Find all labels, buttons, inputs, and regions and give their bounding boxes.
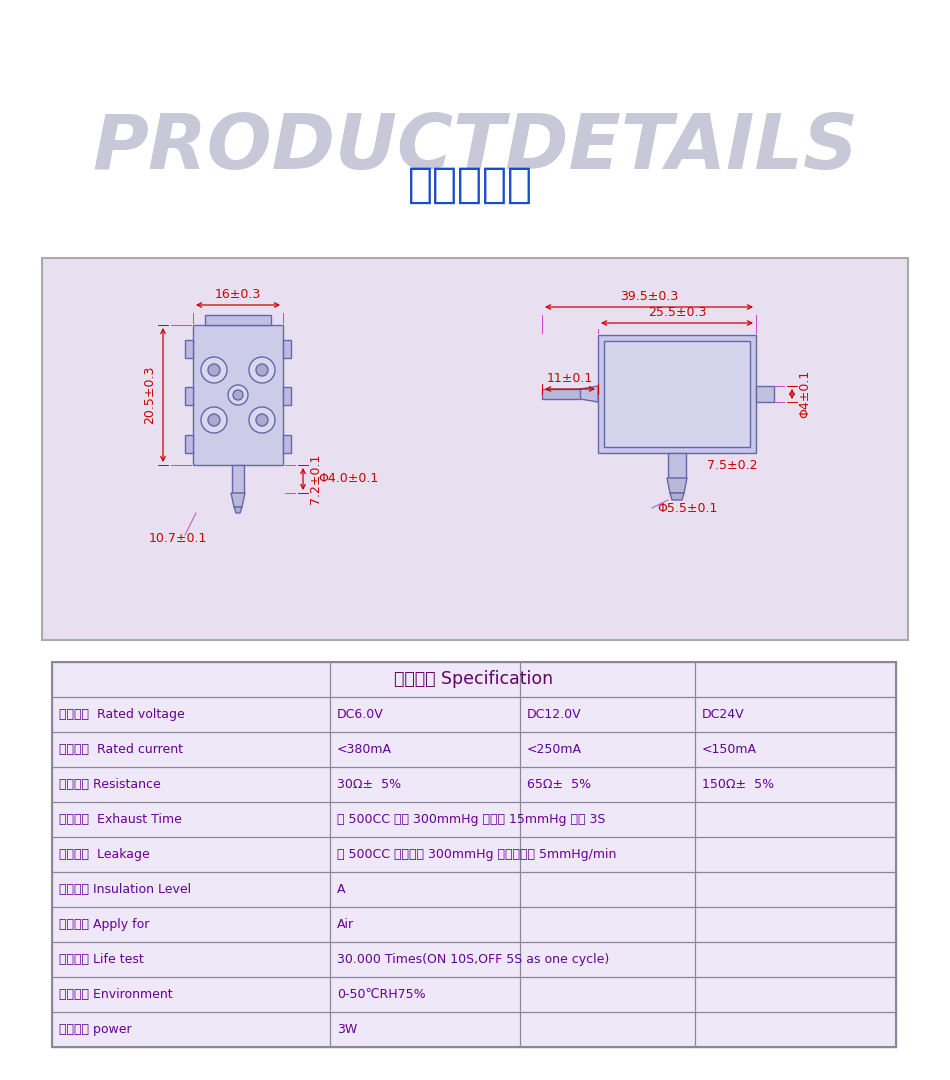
Text: <150mA: <150mA xyxy=(702,743,757,756)
Polygon shape xyxy=(670,492,684,500)
Bar xyxy=(185,435,193,453)
Text: 7.5±0.2: 7.5±0.2 xyxy=(707,459,757,472)
Text: 30.000 Times(ON 10S,OFF 5S as one cycle): 30.000 Times(ON 10S,OFF 5S as one cycle) xyxy=(337,953,609,966)
Polygon shape xyxy=(234,507,242,513)
Bar xyxy=(330,804,894,836)
Bar xyxy=(668,453,686,478)
Text: 在 500CC 中充气到 300mmHg 时漏气小于 5mmHg/min: 在 500CC 中充气到 300mmHg 时漏气小于 5mmHg/min xyxy=(337,848,617,861)
Text: 30Ω±  5%: 30Ω± 5% xyxy=(337,778,401,791)
Circle shape xyxy=(228,384,248,405)
Bar xyxy=(330,978,894,1011)
Text: 0-50℃RH75%: 0-50℃RH75% xyxy=(337,988,426,1001)
Text: 150Ω±  5%: 150Ω± 5% xyxy=(702,778,774,791)
Text: 10.7±0.1: 10.7±0.1 xyxy=(149,532,207,545)
Text: Φ4±0.1: Φ4±0.1 xyxy=(799,369,811,418)
Text: 额定电流  Rated current: 额定电流 Rated current xyxy=(59,743,183,756)
Text: 7.2±0.1: 7.2±0.1 xyxy=(310,454,322,504)
Text: 25.5±0.3: 25.5±0.3 xyxy=(648,306,706,319)
Circle shape xyxy=(201,407,227,433)
Bar xyxy=(52,662,896,1047)
Bar xyxy=(756,386,774,402)
Text: A: A xyxy=(337,883,346,896)
Text: DC24V: DC24V xyxy=(702,708,745,721)
Text: 11±0.1: 11±0.1 xyxy=(547,372,593,384)
Text: 39.5±0.3: 39.5±0.3 xyxy=(619,289,678,302)
Text: 气密性　  Leakage: 气密性 Leakage xyxy=(59,848,150,861)
Circle shape xyxy=(233,390,243,400)
Bar xyxy=(542,389,580,399)
Circle shape xyxy=(208,364,220,376)
Text: Air: Air xyxy=(337,918,354,931)
Bar xyxy=(42,258,908,640)
Bar xyxy=(330,873,894,906)
Polygon shape xyxy=(667,478,687,492)
Bar xyxy=(52,662,896,1047)
Bar xyxy=(330,908,894,941)
Text: 功率　　 power: 功率 power xyxy=(59,1023,132,1036)
Text: 额定电压  Rated voltage: 额定电压 Rated voltage xyxy=(59,708,184,721)
Bar xyxy=(330,838,894,870)
Bar xyxy=(283,435,291,453)
Text: PRODUCTDETAILS: PRODUCTDETAILS xyxy=(92,111,858,185)
Text: 绶缘等级 Insulation Level: 绶缘等级 Insulation Level xyxy=(59,883,191,896)
Text: 使用环境 Environment: 使用环境 Environment xyxy=(59,988,173,1001)
Bar xyxy=(598,335,756,453)
Circle shape xyxy=(256,414,268,426)
Text: DC12.0V: DC12.0V xyxy=(527,708,581,721)
Text: 3W: 3W xyxy=(337,1023,357,1036)
Text: 在 500CC 中从 300mmHg 放气到 15mmHg 小于 3S: 在 500CC 中从 300mmHg 放气到 15mmHg 小于 3S xyxy=(337,813,605,826)
Text: <250mA: <250mA xyxy=(527,743,582,756)
Text: 16±0.3: 16±0.3 xyxy=(215,287,261,300)
Text: 泄气时间  Exhaust Time: 泄气时间 Exhaust Time xyxy=(59,813,181,826)
Text: 20.5±0.3: 20.5±0.3 xyxy=(143,366,157,424)
Text: DC6.0V: DC6.0V xyxy=(337,708,384,721)
Circle shape xyxy=(208,414,220,426)
Bar xyxy=(205,315,271,325)
Text: 寿命试验 Life test: 寿命试验 Life test xyxy=(59,953,143,966)
Bar xyxy=(604,341,750,447)
Text: 产品规格 Specification: 产品规格 Specification xyxy=(394,671,554,689)
Text: 65Ω±  5%: 65Ω± 5% xyxy=(527,778,591,791)
Circle shape xyxy=(249,357,275,383)
Bar xyxy=(185,387,193,405)
Bar xyxy=(193,325,283,465)
Bar xyxy=(330,943,894,976)
Circle shape xyxy=(256,364,268,376)
Bar xyxy=(283,340,291,357)
Circle shape xyxy=(201,357,227,383)
Bar xyxy=(185,340,193,357)
Circle shape xyxy=(249,407,275,433)
Bar xyxy=(283,387,291,405)
Polygon shape xyxy=(231,492,245,507)
Bar xyxy=(232,465,244,492)
Text: 产品尺寸图: 产品尺寸图 xyxy=(408,164,533,206)
Bar xyxy=(330,1013,894,1047)
Text: 阻抗　　 Resistance: 阻抗 Resistance xyxy=(59,778,161,791)
Text: Φ4.0±0.1: Φ4.0±0.1 xyxy=(318,473,378,486)
Text: <380mA: <380mA xyxy=(337,743,392,756)
Text: Φ5.5±0.1: Φ5.5±0.1 xyxy=(657,501,717,514)
Polygon shape xyxy=(580,386,598,402)
Text: 使用流体 Apply for: 使用流体 Apply for xyxy=(59,918,149,931)
